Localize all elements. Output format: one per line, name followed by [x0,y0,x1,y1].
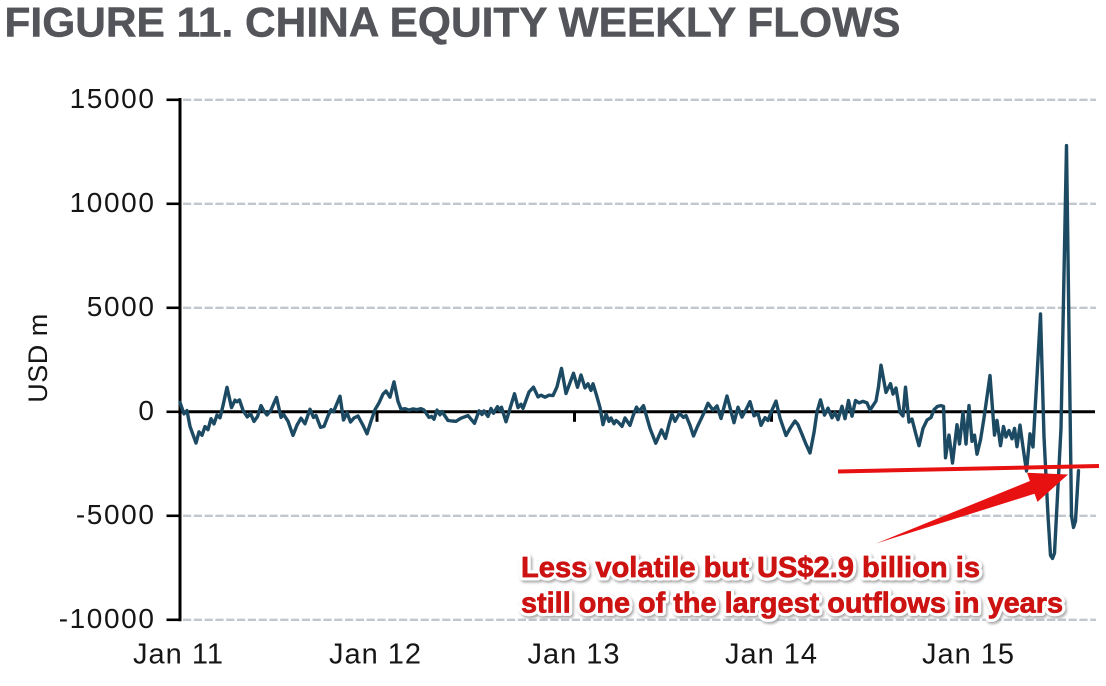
svg-text:5000: 5000 [87,291,156,322]
svg-text:Jan 11: Jan 11 [133,639,224,671]
svg-text:USD m: USD m [23,313,53,403]
svg-text:still one of the largest outfl: still one of the largest outflows in yea… [521,588,1063,620]
svg-text:Jan 14: Jan 14 [725,639,818,671]
svg-text:Jan 12: Jan 12 [329,639,422,671]
svg-text:0: 0 [138,395,155,426]
svg-text:Jan 13: Jan 13 [527,639,620,671]
svg-text:10000: 10000 [70,187,156,218]
svg-text:-5000: -5000 [76,499,156,530]
svg-text:still one of the largest outfl: still one of the largest outflows in yea… [521,588,1063,620]
svg-text:Less volatile but US$2.9 billi: Less volatile but US$2.9 billion is [521,552,980,584]
svg-text:15000: 15000 [70,83,156,114]
svg-text:-10000: -10000 [59,603,156,634]
svg-text:Less volatile but US$2.9 billi: Less volatile but US$2.9 billion is [521,552,980,584]
svg-text:Jan 15: Jan 15 [922,639,1015,671]
svg-text:FIGURE 11. CHINA EQUITY WEEKLY: FIGURE 11. CHINA EQUITY WEEKLY FLOWS [5,0,901,46]
